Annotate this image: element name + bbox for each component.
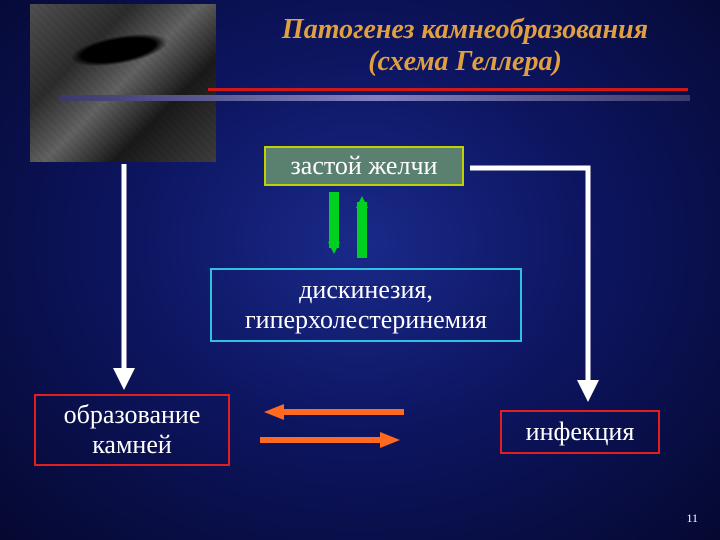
box-stasis-label: застой желчи — [291, 151, 438, 181]
title-line2: (схема Геллера) — [368, 46, 562, 77]
box-infection: инфекция — [500, 410, 660, 454]
ultrasound-image — [30, 4, 216, 162]
box-stasis: застой желчи — [264, 146, 464, 186]
slide-title: Патогенез камнеобразования (схема Геллер… — [250, 14, 680, 78]
box-infection-label: инфекция — [526, 417, 635, 447]
box-dyskinesia: дискинезия, гиперхолестеринемия — [210, 268, 522, 342]
underline-gradient — [60, 95, 690, 101]
box-stones-line2: камней — [92, 430, 172, 460]
box-stones-line1: образование — [64, 400, 201, 430]
box-dyskinesia-line1: дискинезия, — [299, 275, 433, 305]
slide-number: 11 — [686, 511, 698, 526]
box-stones: образование камней — [34, 394, 230, 466]
title-line1: Патогенез камнеобразования — [282, 14, 648, 45]
underline-red — [208, 88, 688, 91]
box-dyskinesia-line2: гиперхолестеринемия — [245, 305, 487, 335]
